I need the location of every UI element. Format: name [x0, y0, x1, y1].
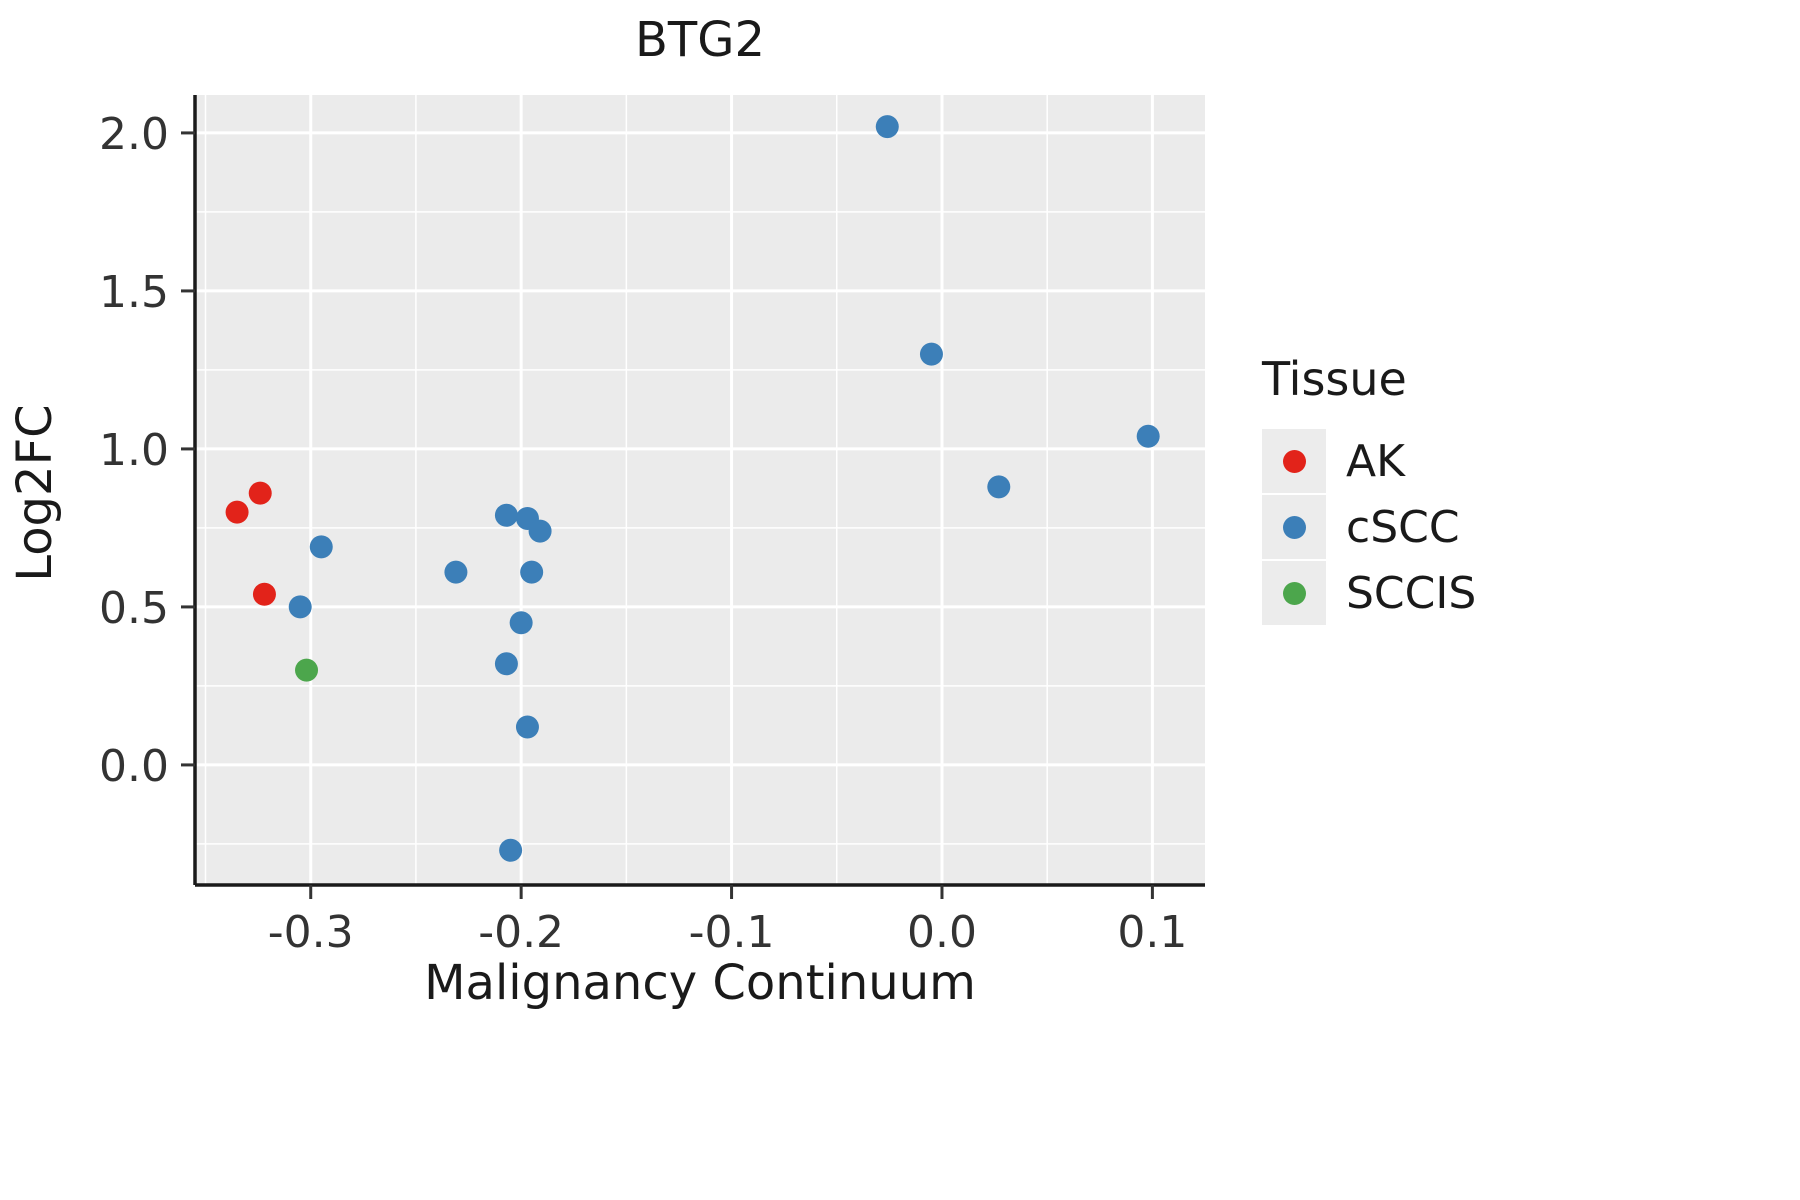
- legend-item-cSCC: cSCC: [1262, 494, 1476, 560]
- data-point-AK: [248, 481, 272, 505]
- data-point-cSCC: [875, 115, 899, 139]
- chart-title: BTG2: [635, 12, 765, 68]
- data-point-cSCC: [520, 560, 544, 584]
- legend-key: [1262, 429, 1326, 493]
- data-point-cSCC: [515, 715, 539, 739]
- y-axis-label: Log2FC: [7, 404, 63, 582]
- x-tick-label: 0.1: [1117, 907, 1187, 958]
- legend-key: [1262, 495, 1326, 559]
- data-point-cSCC: [499, 838, 523, 862]
- y-tick-label: 0.0: [99, 741, 169, 792]
- y-tick-label: 0.5: [99, 583, 169, 634]
- data-point-SCCIS: [295, 658, 319, 682]
- data-point-cSCC: [444, 560, 468, 584]
- data-point-AK: [225, 500, 249, 524]
- data-point-cSCC: [919, 342, 943, 366]
- x-tick-label: -0.3: [268, 907, 354, 958]
- legend-swatch-icon: [1282, 515, 1306, 539]
- x-tick-label: 0.0: [907, 907, 977, 958]
- legend-key: [1262, 561, 1326, 625]
- legend-label: AK: [1346, 435, 1405, 487]
- y-tick-label: 1.5: [99, 267, 169, 318]
- legend-swatch-icon: [1282, 449, 1306, 473]
- legend-label: SCCIS: [1346, 567, 1477, 619]
- y-tick-label: 1.0: [99, 425, 169, 476]
- legend: Tissue AK cSCC SCCIS: [1262, 352, 1476, 626]
- data-point-cSCC: [288, 595, 312, 619]
- x-axis-label: Malignancy Continuum: [424, 955, 976, 1011]
- data-point-cSCC: [309, 535, 333, 559]
- y-tick-label: 2.0: [99, 109, 169, 160]
- data-point-cSCC: [509, 611, 533, 635]
- legend-swatch-icon: [1282, 581, 1306, 605]
- data-point-cSCC: [987, 475, 1011, 499]
- data-point-cSCC: [494, 503, 518, 527]
- legend-item-SCCIS: SCCIS: [1262, 560, 1476, 626]
- legend-label: cSCC: [1346, 501, 1460, 553]
- data-point-cSCC: [494, 652, 518, 676]
- legend-item-AK: AK: [1262, 428, 1476, 494]
- plot-panel: [195, 95, 1205, 885]
- x-tick-label: -0.2: [478, 907, 564, 958]
- data-point-cSCC: [528, 519, 552, 543]
- x-tick-label: -0.1: [689, 907, 775, 958]
- data-point-cSCC: [1136, 424, 1160, 448]
- data-point-AK: [252, 582, 276, 606]
- legend-items: AK cSCC SCCIS: [1262, 428, 1476, 626]
- legend-title: Tissue: [1262, 352, 1407, 406]
